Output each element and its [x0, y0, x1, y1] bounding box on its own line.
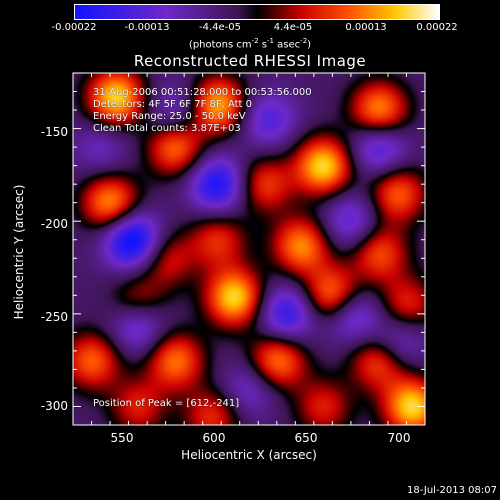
y-tick-label: -300	[40, 399, 68, 413]
colorbar-tick: -0.00022	[51, 22, 97, 33]
time-range-label: 31-Aug-2006 00:51:28.000 to 00:53:56.000	[93, 87, 312, 98]
detectors-label: Detectors: 4F 5F 6F 7F 8F, Att 0	[93, 99, 253, 110]
counts-label: Clean Total counts: 3.87E+03	[93, 123, 241, 134]
colorbar-tick: 4.4e-05	[273, 22, 313, 33]
y-tick-label: -250	[40, 310, 68, 324]
y-axis-label: Heliocentric Y (arcsec)	[12, 184, 26, 320]
energy-range-label: Energy Range: 25.0 - 50.0 keV	[93, 111, 246, 122]
colorbar-tick: 0.00022	[416, 22, 458, 33]
colorbar-units: (photons cm-2 s-1 asec-2)	[188, 37, 312, 51]
y-tick-label: -200	[40, 217, 68, 231]
heatmap-image	[73, 73, 425, 425]
x-tick-label: 650	[294, 431, 318, 445]
x-tick-label: 600	[202, 431, 226, 445]
colorbar-tick: 0.00013	[345, 22, 387, 33]
colorbar-tick: -4.4e-05	[199, 22, 241, 33]
colorbar-tick: -0.00013	[124, 22, 170, 33]
timestamp: 18-Jul-2013 08:07	[406, 485, 497, 496]
x-tick-label: 550	[110, 431, 134, 445]
y-tick-label: -150	[40, 125, 68, 139]
peak-position-label: Position of Peak = [612,-241]	[93, 398, 240, 409]
plot-frame	[72, 72, 426, 426]
x-axis-label: Heliocentric X (arcsec)	[181, 448, 317, 462]
x-tick-label: 700	[387, 431, 411, 445]
chart-title: Reconstructed RHESSI Image	[133, 52, 367, 70]
colorbar	[74, 4, 440, 20]
